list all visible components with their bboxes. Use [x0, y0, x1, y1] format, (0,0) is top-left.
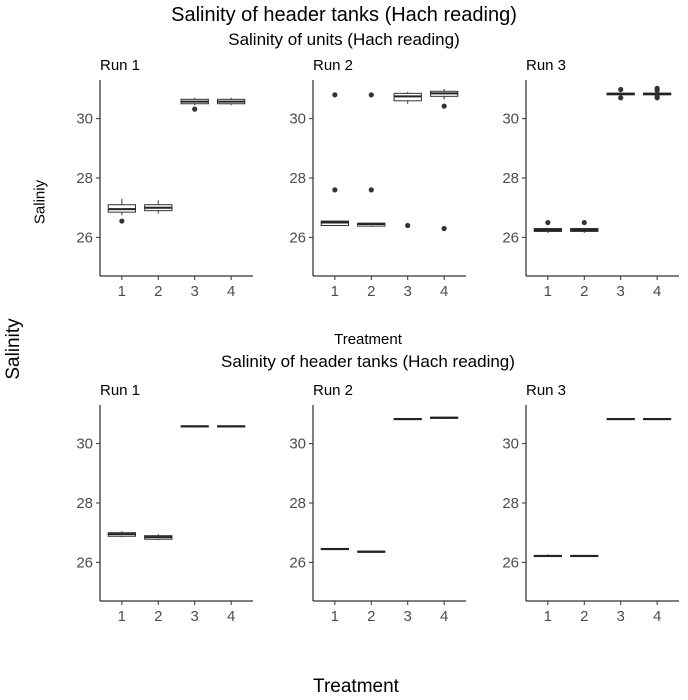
box-treatment-1	[107, 198, 137, 224]
x-tick-label: 1	[118, 608, 126, 625]
x-tick-label: 1	[331, 608, 339, 625]
box-treatment-4	[429, 88, 459, 232]
y-tick-label: 30	[289, 111, 306, 128]
outer-x-axis-label: Treatment	[313, 676, 399, 697]
bottom-section-title: Salinity of header tanks (Hach reading)	[221, 352, 515, 371]
x-tick-label: 2	[367, 283, 375, 300]
box-treatment-2	[570, 219, 599, 233]
y-tick-label: 26	[289, 554, 306, 571]
y-tick-label: 28	[289, 170, 306, 187]
x-tick-label: 3	[191, 608, 199, 625]
box-treatment-4	[642, 85, 672, 101]
y-tick-label: 30	[289, 436, 306, 453]
x-tick-label: 1	[544, 608, 552, 625]
box-treatment-4	[642, 417, 672, 421]
box-treatment-1	[320, 547, 350, 551]
outlier-point	[368, 187, 374, 193]
x-tick-label: 4	[227, 608, 235, 625]
box-treatment-2	[357, 550, 386, 553]
x-tick-label: 2	[367, 608, 375, 625]
y-tick-label: 26	[289, 229, 306, 246]
outlier-point	[405, 222, 411, 229]
y-tick-label: 26	[76, 229, 93, 246]
panel-label: Run 2	[313, 382, 353, 399]
box-treatment-1	[533, 554, 563, 558]
x-tick-label: 4	[227, 283, 235, 300]
x-tick-label: 3	[617, 283, 625, 300]
x-tick-label: 3	[404, 608, 412, 625]
panel-1-3: Run 3 26 28 30 1 2 3 4	[502, 57, 679, 300]
outlier-point	[654, 93, 660, 99]
outlier-point	[332, 187, 338, 193]
y-tick-label: 28	[289, 495, 306, 512]
box-treatment-1	[320, 92, 350, 227]
box-treatment-3	[180, 425, 209, 428]
x-tick-label: 3	[404, 283, 412, 300]
box-treatment-1	[533, 219, 563, 233]
main-title: Salinity of header tanks (Hach reading)	[171, 4, 517, 26]
box-treatment-2	[570, 554, 599, 558]
outlier-point	[618, 95, 624, 101]
box-treatment-3	[606, 86, 635, 101]
x-tick-label: 4	[653, 283, 661, 300]
outlier-point	[192, 106, 198, 112]
box-treatment-3	[180, 97, 209, 112]
box-treatment-2	[144, 200, 173, 214]
box-treatment-2	[357, 92, 386, 227]
box-treatment-4	[429, 416, 459, 419]
panel-label: Run 2	[313, 57, 353, 74]
panel-2-1: Run 1 26 28 30 1 2 3 4	[76, 382, 253, 625]
y-tick-label: 26	[502, 554, 519, 571]
outlier-point	[332, 92, 338, 98]
y-tick-label: 30	[502, 111, 519, 128]
x-tick-label: 1	[118, 283, 126, 300]
box-treatment-3	[393, 91, 422, 229]
box-treatment-3	[606, 417, 635, 421]
panel-1-2: Run 2 26 28 30 1 2 3 4	[289, 57, 466, 300]
outlier-point	[545, 219, 551, 226]
box-treatment-4	[216, 425, 246, 428]
x-tick-label: 2	[580, 283, 588, 300]
y-tick-label: 26	[502, 229, 519, 246]
box-treatment-1	[107, 531, 137, 538]
y-tick-label: 28	[502, 170, 519, 187]
y-tick-label: 26	[76, 554, 93, 571]
y-tick-label: 28	[502, 495, 519, 512]
top-section-title: Salinity of units (Hach reading)	[228, 30, 460, 49]
panel-2-3: Run 3 26 28 30 1 2 3 4	[502, 382, 679, 625]
outlier-point	[581, 219, 587, 226]
x-tick-label: 3	[191, 283, 199, 300]
outlier-point	[654, 85, 660, 91]
x-tick-label: 3	[617, 608, 625, 625]
x-tick-label: 2	[580, 608, 588, 625]
panel-1-1: Run 1 26 28 30 1 2 3 4	[76, 57, 253, 300]
outlier-point	[119, 218, 125, 224]
outlier-point	[618, 86, 624, 93]
x-tick-label: 4	[440, 283, 448, 300]
y-tick-label: 30	[76, 436, 93, 453]
panel-2-2: Run 2 26 28 30 1 2 3 4	[289, 382, 466, 625]
box-treatment-4	[216, 97, 246, 106]
x-tick-label: 2	[154, 283, 162, 300]
x-tick-label: 4	[440, 608, 448, 625]
panel-label: Run 3	[526, 57, 566, 74]
y-tick-label: 30	[502, 436, 519, 453]
y-tick-label: 28	[76, 170, 93, 187]
panel-label: Run 1	[100, 57, 140, 74]
y-tick-label: 30	[76, 111, 93, 128]
panel-label: Run 1	[100, 382, 140, 399]
box-treatment-2	[144, 534, 173, 541]
x-tick-label: 4	[653, 608, 661, 625]
x-tick-label: 1	[331, 283, 339, 300]
outlier-point	[441, 225, 447, 232]
outlier-point	[441, 103, 447, 109]
y-tick-label: 28	[76, 495, 93, 512]
top-section-x-axis-label: Treatment	[334, 331, 402, 348]
box-treatment-3	[393, 417, 422, 421]
panel-label: Run 3	[526, 382, 566, 399]
outlier-point	[368, 92, 374, 98]
x-tick-label: 2	[154, 608, 162, 625]
x-tick-label: 1	[544, 283, 552, 300]
